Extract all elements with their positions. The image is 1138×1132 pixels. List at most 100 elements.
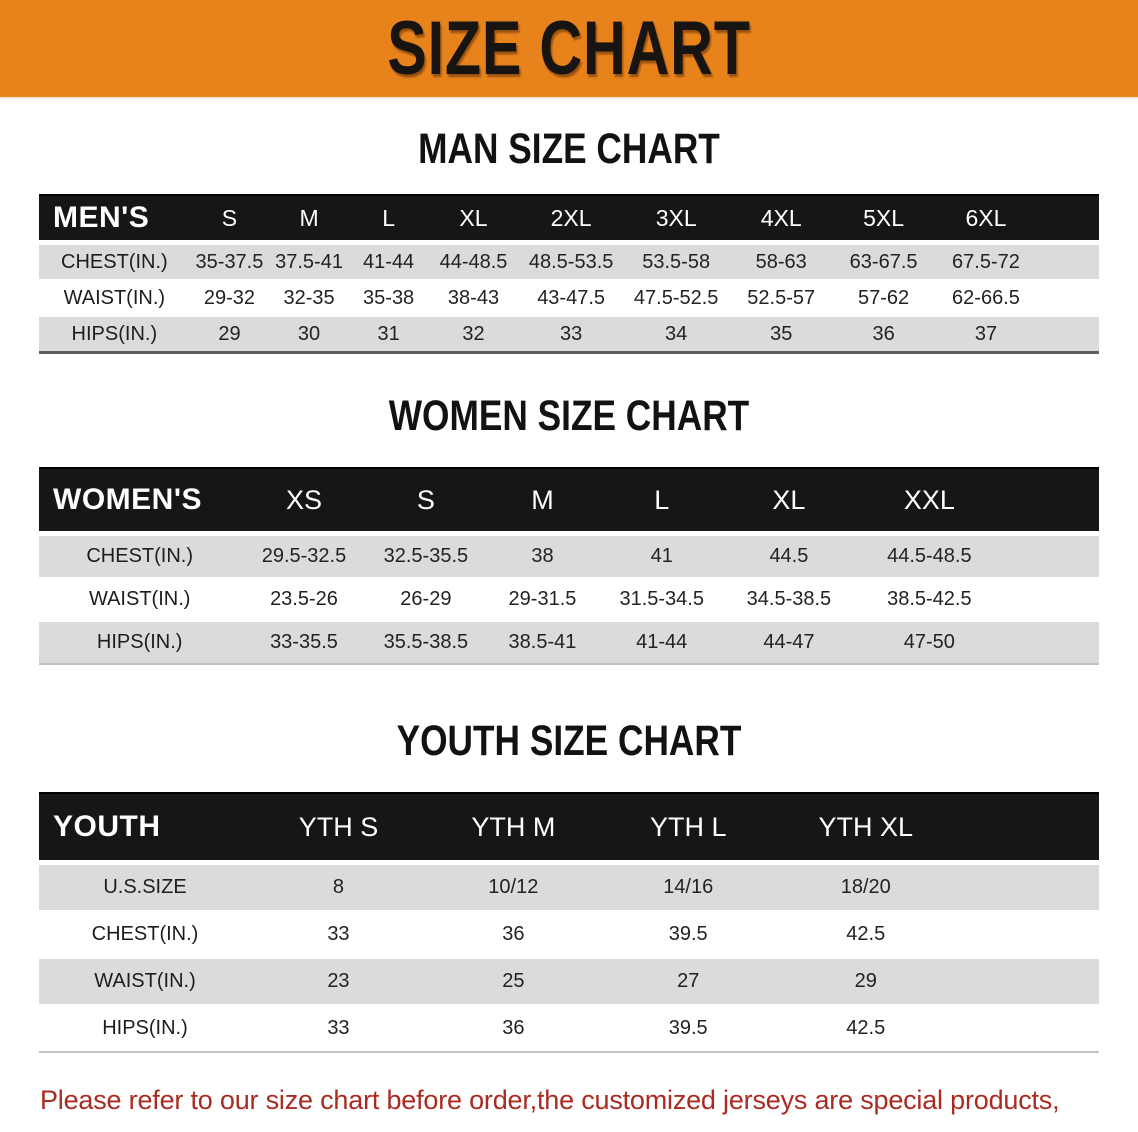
youth-group-label: YOUTH [39,793,251,863]
column-header: M [484,468,601,534]
spacer-cell [955,860,1099,911]
size-cell: 67.5-72 [933,240,1039,280]
column-header: S [367,468,485,534]
man-size-heading: MAN SIZE CHART [418,125,720,173]
column-header: YTH M [425,793,601,863]
size-cell: 63-67.5 [833,240,934,280]
size-cell: 41-44 [600,620,723,665]
column-header: YTH L [600,793,776,863]
row-label: HIPS(IN.) [39,315,190,354]
size-cell: 23 [251,957,426,1005]
size-cell: 25 [425,957,601,1005]
row-label: U.S.SIZE [39,860,251,911]
column-header: 5XL [833,195,934,243]
size-cell: 43-47.5 [518,279,624,316]
row-label: HIPS(IN.) [39,1004,251,1053]
table-row: U.S.SIZE 8 10/12 14/16 18/20 [39,860,1099,911]
women-size-heading: WOMEN SIZE CHART [388,392,750,440]
size-cell: 32 [428,315,519,354]
table-row: CHEST(IN.) 35-37.5 37.5-41 41-44 44-48.5… [39,240,1099,280]
size-cell: 62-66.5 [933,279,1039,316]
size-cell: 36 [833,315,934,354]
size-cell: 30 [269,315,349,354]
size-cell: 10/12 [425,860,601,911]
size-cell: 33 [518,315,624,354]
size-cell: 35 [728,315,834,354]
size-cell: 38.5-42.5 [855,577,1004,621]
table-row: WAIST(IN.) 29-32 32-35 35-38 38-43 43-47… [39,279,1099,316]
column-header: YTH XL [775,793,956,863]
banner-title: SIZE CHART [387,6,751,91]
row-label: WAIST(IN.) [39,279,190,316]
size-cell: 29 [189,315,270,354]
size-cell: 29 [775,957,956,1005]
row-label: CHEST(IN.) [39,910,251,958]
size-cell: 36 [425,1004,601,1053]
size-cell: 58-63 [728,240,834,280]
column-header: XL [722,468,856,534]
column-header: 6XL [933,195,1039,243]
size-cell: 29-32 [189,279,270,316]
row-label: CHEST(IN.) [39,240,190,280]
men-header-row: MEN'S S M L XL 2XL 3XL 4XL 5XL 6XL [39,195,1099,243]
row-label: WAIST(IN.) [39,957,251,1005]
size-cell: 29.5-32.5 [240,531,368,578]
size-cell: 35-38 [348,279,429,316]
youth-size-table: YOUTH YTH S YTH M YTH L YTH XL U.S.SIZE … [39,792,1099,1053]
size-cell: 35-37.5 [189,240,270,280]
spacer-cell [955,793,1099,863]
youth-size-heading: YOUTH SIZE CHART [396,717,742,765]
table-row: HIPS(IN.) 33 36 39.5 42.5 [39,1004,1099,1053]
size-cell: 14/16 [600,860,776,911]
column-header: 2XL [518,195,624,243]
men-size-table: MEN'S S M L XL 2XL 3XL 4XL 5XL 6XL CHEST… [39,194,1099,354]
size-cell: 27 [600,957,776,1005]
size-cell: 34.5-38.5 [722,577,856,621]
size-cell: 53.5-58 [623,240,729,280]
spacer-cell [1003,620,1099,665]
size-cell: 29-31.5 [484,577,601,621]
women-group-label: WOMEN'S [39,468,241,534]
size-cell: 31.5-34.5 [600,577,723,621]
column-header: M [269,195,349,243]
man-size-section: MAN SIZE CHART MEN'S S M L XL 2XL 3XL 4X… [0,125,1138,354]
size-cell: 57-62 [833,279,934,316]
size-cell: 47.5-52.5 [623,279,729,316]
youth-header-row: YOUTH YTH S YTH M YTH L YTH XL [39,793,1099,863]
notice-line-1: Please refer to our size chart before or… [40,1085,1060,1115]
column-header: S [189,195,270,243]
youth-size-section: YOUTH SIZE CHART YOUTH YTH S YTH M YTH L… [0,717,1138,1053]
men-group-label: MEN'S [39,195,190,243]
table-row: HIPS(IN.) 33-35.5 35.5-38.5 38.5-41 41-4… [39,620,1099,665]
spacer-cell [955,957,1099,1005]
notice-line-2: we don't accept cancel, change, teturn o… [40,1122,1138,1132]
banner: SIZE CHART [0,0,1138,99]
size-cell: 47-50 [855,620,1004,665]
size-cell: 39.5 [600,1004,776,1053]
women-size-table: WOMEN'S XS S M L XL XXL CHEST(IN.) 29.5-… [39,467,1099,665]
size-cell: 34 [623,315,729,354]
size-cell: 39.5 [600,910,776,958]
size-cell: 44.5 [722,531,856,578]
column-header: XS [240,468,368,534]
size-cell: 41 [600,531,723,578]
size-cell: 42.5 [775,1004,956,1053]
row-label: CHEST(IN.) [39,531,241,578]
size-cell: 44.5-48.5 [855,531,1004,578]
footer-notice: Please refer to our size chart before or… [40,1079,1138,1132]
spacer-cell [1038,279,1099,316]
column-header: 3XL [623,195,729,243]
size-cell: 37 [933,315,1039,354]
spacer-cell [955,1004,1099,1053]
size-cell: 35.5-38.5 [367,620,485,665]
spacer-cell [1003,577,1099,621]
size-cell: 31 [348,315,429,354]
spacer-cell [1038,315,1099,354]
column-header: XL [428,195,519,243]
size-cell: 32.5-35.5 [367,531,485,578]
size-cell: 44-47 [722,620,856,665]
spacer-cell [1003,531,1099,578]
size-cell: 36 [425,910,601,958]
spacer-cell [955,910,1099,958]
